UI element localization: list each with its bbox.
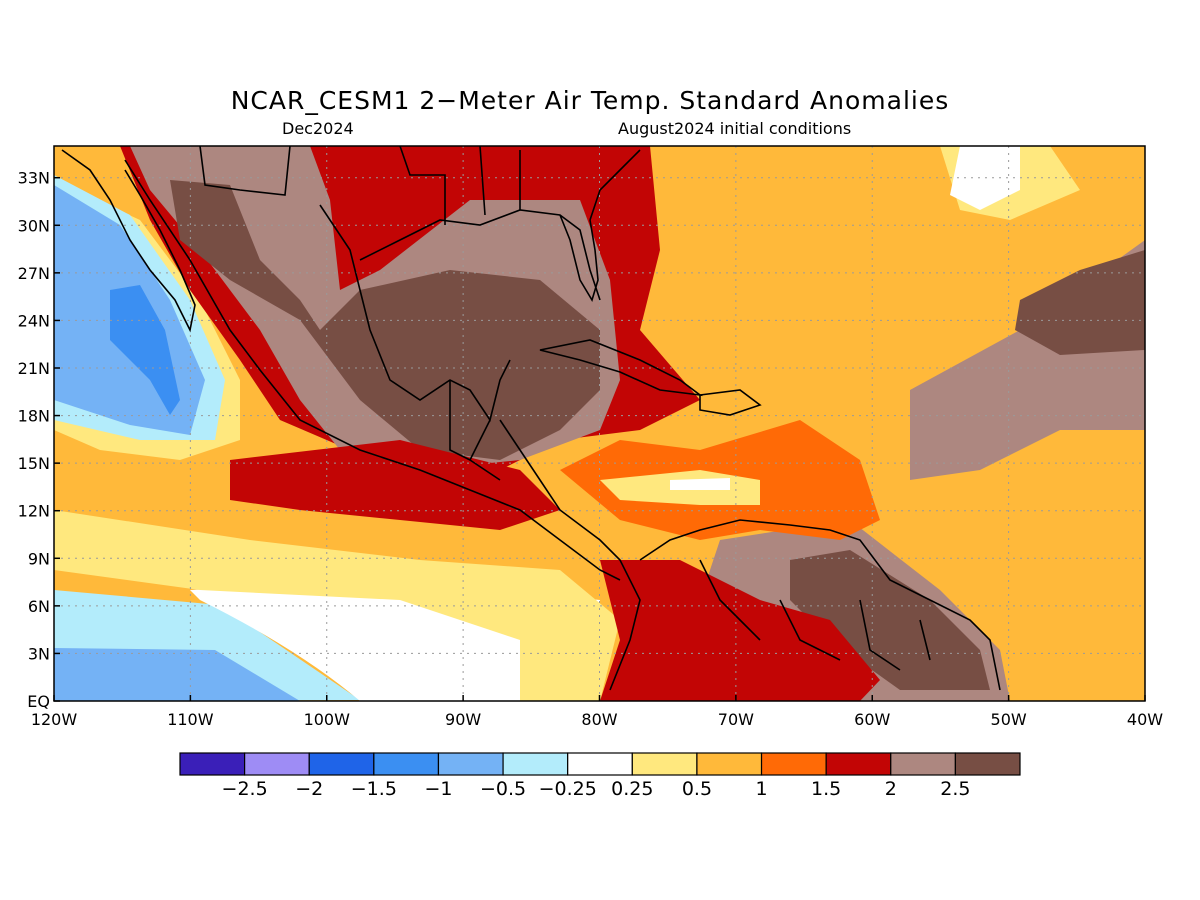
lat-tick-label: 24N (18, 311, 50, 330)
border-south-america (699, 559, 931, 671)
colorbar-swatch (890, 752, 956, 776)
lon-tick-label: 80W (581, 710, 617, 729)
anomaly-region-eastern-pacific-pale-yellow (54, 510, 620, 701)
coastline-south-america-north (639, 519, 1001, 691)
anomaly-region-south-america-brown (790, 550, 990, 690)
colorbar-swatch (437, 752, 504, 776)
colorbar-label: 1.5 (811, 778, 841, 800)
colorbar-label: 2.5 (940, 778, 970, 800)
colorbar-label: −2 (295, 778, 323, 800)
lat-tick-label: 12N (18, 502, 50, 521)
colorbar-label: −1 (424, 778, 452, 800)
lon-tick-label: 100W (304, 710, 351, 729)
colorbar-swatch (631, 752, 698, 776)
lon-tick-label: 120W (31, 710, 78, 729)
colorbar-swatch (308, 752, 375, 776)
anomaly-region-colombia-red (600, 560, 880, 701)
lon-tick-label: 50W (991, 710, 1027, 729)
coastline-florida (559, 214, 599, 302)
colorbar-swatch (244, 752, 310, 776)
colorbar-label: 1 (755, 778, 767, 800)
lon-tick-label: 40W (1127, 710, 1163, 729)
coastlines (61, 146, 1001, 691)
lon-axis: 120W 110W 100W 90W 80W 70W 60W 50W 40W (31, 695, 1163, 729)
initial-conditions-label: August2024 initial conditions (618, 119, 852, 138)
lon-tick-label: 70W (718, 710, 754, 729)
map-title: NCAR_CESM1 2−Meter Air Temp. Standard An… (230, 86, 950, 115)
coastline-us-gulf (319, 204, 511, 422)
colorbar-label: 2 (885, 778, 897, 800)
lon-tick-label: 60W (854, 710, 890, 729)
coastline-us-atlantic (589, 149, 641, 221)
coastline-baja-california (61, 149, 196, 333)
coastline-central-america (499, 419, 641, 691)
lon-tick-label: 110W (167, 710, 214, 729)
map-gridlines (54, 146, 1145, 701)
lat-tick-label: 3N (28, 644, 50, 663)
border-us-states (399, 146, 521, 225)
valid-month-label: Dec2024 (282, 119, 354, 138)
lat-tick-label: 6N (28, 597, 50, 616)
colorbar-swatch (373, 752, 440, 776)
lat-tick-label: 30N (18, 216, 50, 235)
lat-tick-label: 27N (18, 264, 50, 283)
colorbar-label: −0.5 (480, 778, 526, 800)
colorbar-swatch (502, 752, 569, 776)
anomaly-region-caribbean-white (670, 478, 730, 490)
coastline-mexico-pacific (124, 159, 621, 581)
anomaly-region-pacific-deep-blue (110, 285, 180, 415)
lat-tick-label: 33N (18, 169, 50, 188)
colorbar-label: 0.25 (611, 778, 653, 800)
colorbar-label: 0.5 (682, 778, 712, 800)
colorbar-swatch (567, 752, 633, 776)
lat-axis: EQ 3N 6N 9N 12N 15N 18N 21N 24N 27N 30N 33N (18, 169, 60, 711)
colorbar-swatch (179, 752, 246, 776)
anomaly-region-eastern-pacific-red (230, 440, 560, 530)
colorbar-swatch (825, 752, 892, 776)
colorbar-label: −1.5 (351, 778, 397, 800)
colorbar: −2.5 −2 −1.5 −1 −0.5 −0.25 0.25 0.5 1 1.5 2 2.5 (179, 752, 1021, 800)
anomaly-region-atlantic-brown (1015, 250, 1145, 355)
lat-tick-label: 18N (18, 407, 50, 426)
colorbar-swatch (954, 752, 1021, 776)
lat-tick-label: 15N (18, 454, 50, 473)
colorbar-swatch (760, 752, 827, 776)
anomaly-region-pacific-blue-south (54, 648, 300, 701)
lat-tick-label: 21N (18, 359, 50, 378)
lat-tick-label: 9N (28, 549, 50, 568)
coastline-hispaniola (699, 389, 762, 416)
colorbar-label: −0.25 (539, 778, 597, 800)
lon-tick-label: 90W (445, 710, 481, 729)
colorbar-label: −2.5 (222, 778, 268, 800)
border-mexico-us (199, 146, 291, 196)
lat-tick-label: EQ (27, 692, 50, 711)
border-central-america (449, 380, 501, 481)
colorbar-swatch (696, 752, 763, 776)
anomaly-field (54, 146, 1145, 701)
